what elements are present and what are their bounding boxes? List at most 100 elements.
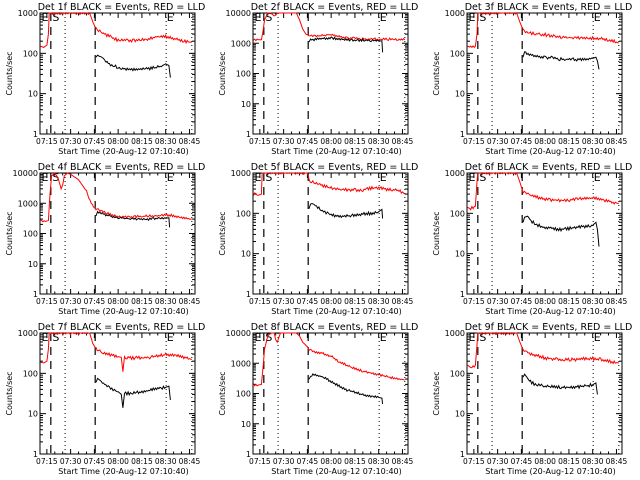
x-tick-label: 08:15 (558, 297, 580, 306)
y-tick-label: 1000 (18, 199, 38, 208)
y-axis-label: Counts/sec (432, 51, 441, 95)
marker-letter-e: E (255, 171, 262, 184)
series-lld-line (467, 12, 619, 49)
x-tick-label: 08:45 (606, 457, 628, 466)
series-lld-line (467, 332, 619, 369)
panel-title: Det 2f BLACK = Events, RED = LLD (251, 2, 419, 13)
marker-letter-e: E (255, 11, 262, 24)
panel-det-2: Det 2f BLACK = Events, RED = LLD 1 10 100 10… (218, 2, 418, 156)
x-tick-label: 08:30 (582, 457, 604, 466)
y-tick-label: 1 (33, 130, 38, 139)
y-axis-label: Counts/sec (5, 51, 14, 95)
x-axis-label: Start Time (20-Aug-12 07:10:40) (485, 147, 616, 156)
y-tick-label: 10 (28, 90, 38, 99)
x-tick-label: 08:00 (107, 137, 129, 146)
y-tick-label: 1 (246, 130, 251, 139)
series-lld-line (467, 171, 619, 211)
x-tick-label: 08:15 (344, 457, 366, 466)
x-tick-label: 07:45 (297, 297, 319, 306)
x-tick-label: 07:15 (249, 137, 271, 146)
x-tick-label: 07:45 (84, 137, 106, 146)
y-tick-label: 10 (241, 250, 251, 259)
y-tick-label: 10000 (226, 9, 251, 18)
panel-det-7: Det 7f BLACK = Events, RED = LLD 1 10 100 10… (5, 322, 205, 476)
y-tick-label: 1000 (445, 329, 465, 338)
series-events-line (308, 373, 384, 405)
series-lld-line (40, 172, 192, 223)
marker-letter-s: S (479, 331, 486, 344)
marker-letter-s: S (265, 11, 272, 24)
y-tick-label: 10 (28, 410, 38, 419)
marker-letter-e: E (594, 11, 601, 24)
panel-det-9: Det 9f BLACK = Events, RED = LLD 1 10 100 10… (432, 322, 632, 476)
x-tick-label: 08:00 (107, 457, 129, 466)
y-tick-label: 10 (241, 420, 251, 429)
plot-frame (252, 332, 409, 455)
marker-letter-e: E (42, 171, 49, 184)
marker-letter-e: E (167, 331, 174, 344)
x-axis-label: Start Time (20-Aug-12 07:10:40) (58, 307, 189, 316)
series-events-line (95, 210, 171, 228)
y-tick-label: 1000 (231, 359, 251, 368)
y-tick-label: 1000 (231, 39, 251, 48)
plot-frame (466, 172, 623, 295)
x-axis-label: Start Time (20-Aug-12 07:10:40) (271, 307, 402, 316)
panel-title: Det 3f BLACK = Events, RED = LLD (465, 2, 633, 13)
panel-det-8: Det 8f BLACK = Events, RED = LLD 1 10 100 10… (218, 322, 418, 476)
marker-letter-e: E (167, 171, 174, 184)
x-tick-label: 07:45 (84, 457, 106, 466)
x-axis-label: Start Time (20-Aug-12 07:10:40) (58, 467, 189, 476)
x-tick-label: 07:30 (60, 137, 82, 146)
y-tick-label: 100 (236, 390, 251, 399)
y-tick-label: 100 (236, 70, 251, 79)
plot-frame (466, 332, 623, 455)
panel-title: Det 6f BLACK = Events, RED = LLD (465, 162, 633, 173)
panel-det-5: Det 5f BLACK = Events, RED = LLD 1 10 100 10… (218, 162, 418, 316)
y-tick-label: 10 (455, 90, 465, 99)
x-tick-label: 07:45 (84, 297, 106, 306)
x-tick-label: 07:15 (463, 457, 485, 466)
y-tick-label: 1000 (445, 9, 465, 18)
x-axis-label: Start Time (20-Aug-12 07:10:40) (271, 147, 402, 156)
y-axis-label: Counts/sec (432, 371, 441, 415)
marker-letter-e: E (42, 11, 49, 24)
x-axis-label: Start Time (20-Aug-12 07:10:40) (271, 467, 402, 476)
x-tick-label: 08:30 (155, 457, 177, 466)
x-tick-label: 08:45 (179, 297, 201, 306)
panel-det-3: Det 3f BLACK = Events, RED = LLD 1 10 100 10… (432, 2, 632, 156)
x-axis-label: Start Time (20-Aug-12 07:10:40) (485, 307, 616, 316)
x-tick-label: 07:30 (487, 457, 509, 466)
marker-letter-s: S (479, 171, 486, 184)
x-tick-label: 07:15 (36, 457, 58, 466)
x-tick-label: 08:15 (344, 137, 366, 146)
x-tick-label: 08:30 (368, 137, 390, 146)
marker-letter-e: E (380, 331, 387, 344)
marker-letter-e: E (594, 331, 601, 344)
x-tick-label: 08:00 (534, 457, 556, 466)
y-tick-label: 10000 (13, 169, 38, 178)
y-tick-label: 10000 (226, 329, 251, 338)
x-tick-label: 08:45 (392, 137, 414, 146)
x-tick-label: 08:00 (320, 457, 342, 466)
y-tick-label: 1000 (231, 169, 251, 178)
series-events-line (95, 54, 171, 78)
marker-letter-e: E (42, 331, 49, 344)
series-events-line (522, 215, 600, 247)
x-tick-label: 07:45 (297, 457, 319, 466)
y-tick-label: 10 (455, 250, 465, 259)
marker-letter-e: E (469, 171, 476, 184)
panel-title: Det 5f BLACK = Events, RED = LLD (251, 162, 419, 173)
y-tick-label: 100 (23, 369, 38, 378)
series-events-line (95, 377, 171, 408)
x-tick-label: 07:45 (511, 457, 533, 466)
panel-det-6: Det 6f BLACK = Events, RED = LLD 1 10 100 10… (432, 162, 632, 316)
y-tick-label: 1 (460, 290, 465, 299)
x-tick-label: 07:30 (487, 297, 509, 306)
x-tick-label: 08:45 (392, 297, 414, 306)
x-tick-label: 07:45 (511, 297, 533, 306)
x-tick-label: 07:15 (463, 297, 485, 306)
y-tick-label: 100 (450, 209, 465, 218)
x-tick-label: 08:15 (344, 297, 366, 306)
x-axis-label: Start Time (20-Aug-12 07:10:40) (58, 147, 189, 156)
